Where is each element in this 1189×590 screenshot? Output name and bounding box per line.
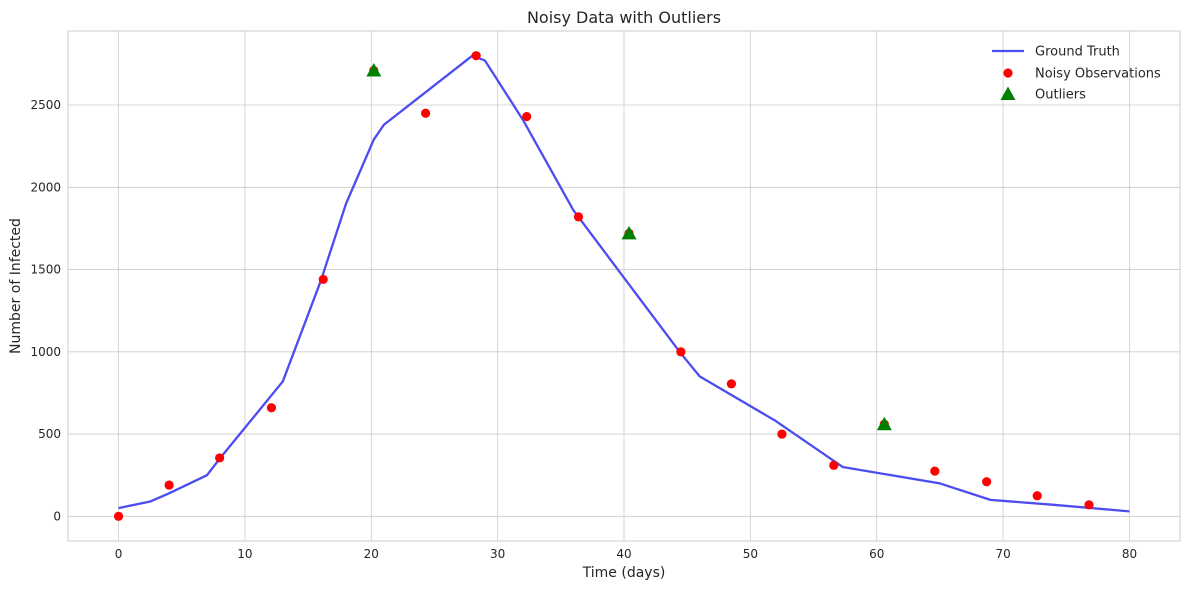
noisy-observation-point	[573, 212, 584, 222]
y-tick-label: 0	[53, 509, 61, 523]
legend-label-outliers: Outliers	[1035, 88, 1086, 103]
x-tick-label: 0	[115, 547, 123, 561]
grid	[68, 31, 1180, 541]
x-tick-labels: 0 10 20 30 40 50 60 70 80	[115, 547, 1137, 561]
noisy-observation-point	[113, 511, 124, 521]
noisy-observation-point	[266, 403, 277, 413]
x-tick-label: 50	[743, 547, 758, 561]
noisy-observation-point	[164, 480, 174, 490]
x-tick-label: 30	[490, 547, 505, 561]
noisy-observation-point	[318, 274, 328, 285]
outlier-point	[366, 62, 382, 77]
noisy-observation-point	[1084, 500, 1094, 510]
outlier-point	[876, 416, 892, 431]
legend-noisy-observations-marker-swatch	[1003, 68, 1013, 78]
x-tick-label: 20	[364, 547, 379, 561]
y-tick-label: 2500	[30, 98, 61, 112]
x-tick-label: 40	[616, 547, 631, 561]
y-tick-label: 1000	[30, 345, 61, 359]
x-tick-label: 60	[869, 547, 884, 561]
noisy-observation-point	[777, 429, 787, 439]
legend-label-noisy-observations: Noisy Observations	[1035, 67, 1161, 82]
noisy-observation-point	[829, 460, 839, 470]
x-tick-label: 80	[1122, 547, 1137, 561]
legend-outliers-marker-swatch	[1000, 86, 1016, 100]
y-axis-label: Number of Infected	[8, 218, 24, 354]
x-tick-label: 70	[995, 547, 1010, 561]
noisy-observation-point	[676, 347, 686, 357]
y-tick-labels: 0 500 1000 1500 2000 2500	[30, 98, 61, 523]
x-axis-label: Time (days)	[582, 565, 666, 581]
noisy-observation-point	[1032, 491, 1042, 501]
noisy-observation-point	[982, 477, 992, 487]
x-tick-label: 10	[237, 547, 252, 561]
noisy-observation-point	[471, 51, 481, 61]
legend-label-ground-truth: Ground Truth	[1035, 45, 1120, 60]
outlier-point	[621, 225, 637, 240]
y-tick-label: 500	[38, 427, 61, 441]
y-tick-label: 2000	[30, 180, 61, 194]
chart-title: Noisy Data with Outliers	[527, 8, 721, 27]
series	[113, 51, 1130, 521]
noisy-observation-point	[421, 108, 431, 118]
legend: Ground Truth Noisy Observations Outliers	[992, 45, 1161, 103]
noisy-observation-point	[215, 453, 225, 463]
noisy-observation-point	[522, 111, 532, 122]
y-tick-label: 1500	[30, 263, 61, 277]
plot-frame	[67, 30, 1181, 542]
noisy-observation-point	[726, 379, 737, 389]
noisy-observation-point	[930, 466, 940, 476]
